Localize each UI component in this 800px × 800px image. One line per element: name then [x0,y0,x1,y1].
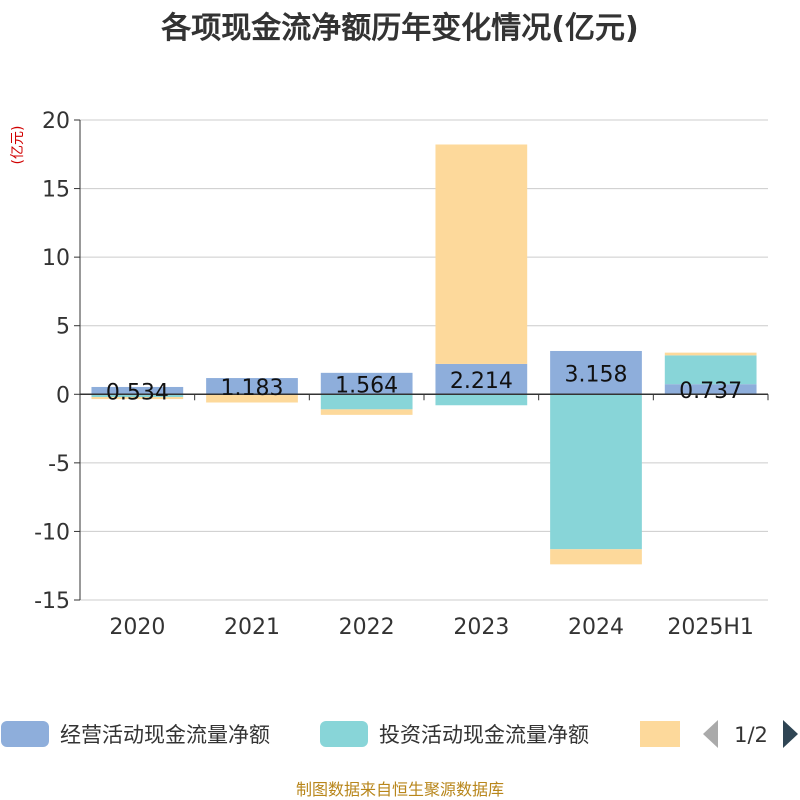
bar-2023-series-1[interactable] [435,394,528,406]
x-tick-label: 2023 [453,615,509,640]
bar-2021-series-0[interactable] [206,378,298,395]
y-tick-label: -5 [48,452,70,477]
y-tick-label: -15 [34,589,70,614]
data-label: 3.158 [565,363,628,388]
bar-2022-series-2[interactable] [320,409,413,415]
data-label: 1.564 [335,374,398,399]
bar-2024-series-1[interactable] [550,394,642,550]
x-axis-ticks: 2020 2021 2022 2023 2024 2025H1 [109,615,754,640]
bar-2021-series-2[interactable] [206,394,298,403]
y-tick-label: -10 [34,520,70,545]
bar-2024-series-2[interactable] [550,549,642,565]
legend-page-indicator: 1/2 [734,723,768,747]
bar-2023-series-2[interactable] [435,144,528,364]
legend-label-operating[interactable]: 经营活动现金流量净额 [60,723,270,747]
x-axis [79,393,769,401]
bar-2023-series-0[interactable] [435,363,528,395]
grid-lines [80,119,768,601]
y-tick-label: 15 [42,178,70,203]
bar-2020-series-1[interactable] [91,394,184,398]
bar-2020-series-2[interactable] [91,397,184,400]
x-tick-label: 2022 [339,615,395,640]
legend-label-investing[interactable]: 投资活动现金流量净额 [379,723,589,747]
data-label: 0.534 [106,381,169,406]
bar-2022-series-1[interactable] [320,394,413,410]
bars [91,144,757,565]
y-tick-label: 10 [42,246,70,271]
bar-2024-series-0[interactable] [550,350,642,395]
bar-2020-series-0[interactable] [91,386,184,395]
x-tick-label: 2021 [224,615,280,640]
legend-prev-arrow-icon[interactable] [703,720,718,748]
x-tick-label: 2020 [109,615,165,640]
data-source: 制图数据来自恒生聚源数据库 [296,780,504,799]
y-tick-label: 5 [56,315,70,340]
bar-2025H1-series-1[interactable] [664,355,757,385]
y-tick-label: 20 [42,109,70,134]
bar-2025H1-series-0[interactable] [664,384,757,395]
data-label: 0.737 [679,379,742,404]
x-tick-label: 2024 [568,615,624,640]
legend-swatch-operating[interactable] [1,721,49,747]
bar-2025H1-series-2[interactable] [664,352,757,356]
bar-2022-series-0[interactable] [320,372,413,395]
chart-title: 各项现金流净额历年变化情况(亿元) [160,11,638,46]
data-labels: 0.534 1.183 1.564 2.214 3.158 0.737 [106,363,742,406]
data-label: 1.183 [221,376,284,401]
legend-swatch-investing[interactable] [320,721,368,747]
legend-next-arrow-icon[interactable] [783,720,798,748]
x-tick-label: 2025H1 [667,615,754,640]
y-axis-ticks: 20 15 10 5 0 -5 -10 -15 [34,109,81,614]
legend-swatch-third[interactable] [640,721,680,747]
data-label: 2.214 [450,369,513,394]
y-tick-label: 0 [56,383,70,408]
legend: 经营活动现金流量净额 投资活动现金流量净额 1/2 [1,720,798,748]
y-axis-unit: (亿元) [10,126,26,165]
